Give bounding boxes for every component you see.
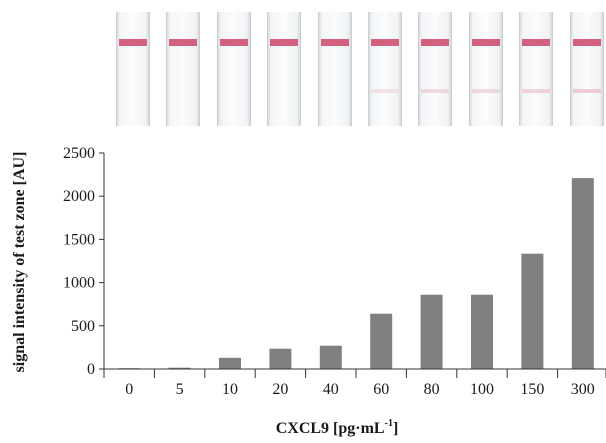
bar-10 bbox=[219, 357, 241, 369]
control-line bbox=[320, 39, 349, 46]
x-tick-label: 100 bbox=[470, 381, 494, 398]
control-line bbox=[522, 39, 551, 46]
control-line bbox=[572, 39, 601, 46]
x-tick-label: 0 bbox=[125, 381, 133, 398]
bar-100 bbox=[471, 294, 493, 369]
y-tick-label: 2500 bbox=[63, 145, 95, 162]
x-tick-label: 80 bbox=[424, 381, 440, 398]
y-axis-label: signal intensity of test zone [AU] bbox=[11, 152, 28, 373]
x-axis-label: CXCL9 [pg·mL-1] bbox=[276, 418, 399, 437]
test-strip-10 bbox=[216, 12, 251, 126]
test-strip-0 bbox=[116, 12, 150, 126]
control-line bbox=[371, 39, 399, 46]
control-line bbox=[219, 39, 248, 46]
test-line bbox=[371, 89, 399, 93]
lateral-flow-strip-images bbox=[104, 12, 606, 126]
x-tick-label: 60 bbox=[373, 381, 389, 398]
bar-60 bbox=[370, 313, 393, 369]
x-tick-label: 300 bbox=[571, 381, 595, 398]
test-strip-100 bbox=[468, 12, 503, 126]
control-line bbox=[270, 39, 299, 46]
y-tick-label: 1500 bbox=[63, 231, 95, 248]
axes: 0 500 1000 1500 2000 2500 0 5 10 20 40 60 80 100 150 30… bbox=[63, 145, 606, 398]
test-line bbox=[522, 89, 551, 93]
test-strip-5 bbox=[166, 12, 201, 126]
x-tick-label: 150 bbox=[520, 381, 544, 398]
test-strip-80 bbox=[418, 12, 453, 126]
y-tick-label: 500 bbox=[71, 318, 95, 335]
bar-80 bbox=[420, 294, 443, 369]
test-strip-150 bbox=[519, 12, 554, 126]
y-tick-label: 2000 bbox=[63, 188, 95, 205]
test-strip-300 bbox=[569, 12, 604, 126]
x-tick-label: 40 bbox=[323, 381, 339, 398]
y-tick-label: 0 bbox=[87, 361, 95, 378]
y-tick-label: 1000 bbox=[63, 275, 95, 292]
bar-5 bbox=[168, 367, 191, 369]
test-line bbox=[471, 89, 500, 93]
x-tick-label: 5 bbox=[176, 381, 184, 398]
bar-40 bbox=[319, 345, 342, 369]
control-line bbox=[119, 39, 147, 46]
bar-150 bbox=[521, 253, 544, 369]
test-strip-20 bbox=[267, 12, 302, 126]
test-strip-60 bbox=[368, 12, 402, 126]
bar-20 bbox=[269, 348, 292, 369]
x-tick-label: 10 bbox=[222, 381, 238, 398]
x-tick-label: 20 bbox=[272, 381, 288, 398]
test-strip-40 bbox=[317, 12, 352, 126]
control-line bbox=[169, 39, 198, 46]
bars bbox=[118, 178, 594, 369]
bar-300 bbox=[571, 178, 594, 369]
test-line bbox=[572, 89, 601, 93]
control-line bbox=[471, 39, 500, 46]
test-line bbox=[421, 89, 450, 93]
control-line bbox=[421, 39, 450, 46]
